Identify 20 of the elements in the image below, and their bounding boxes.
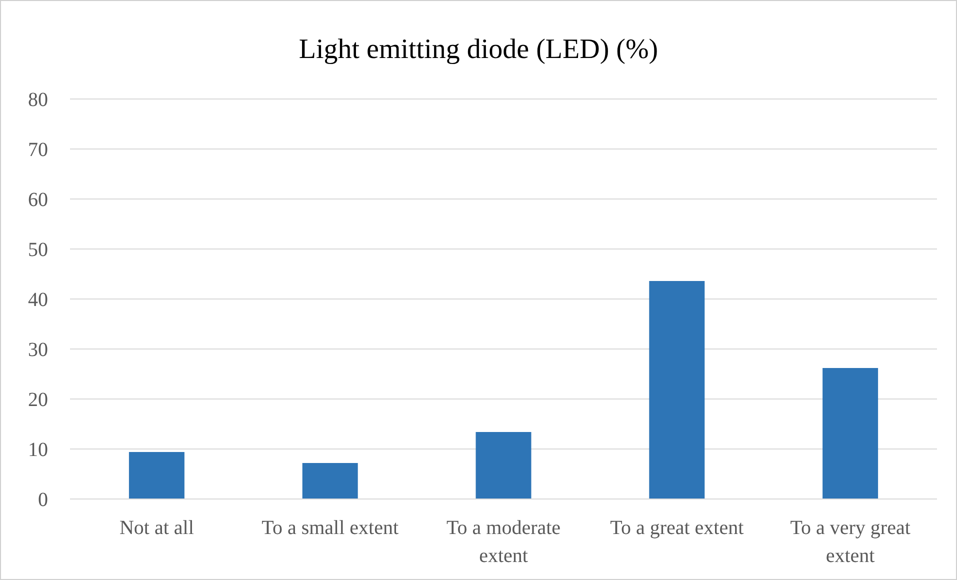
bar (302, 463, 358, 499)
y-tick-label: 0 (38, 489, 48, 511)
x-tick-label: To a great extent (610, 517, 744, 539)
x-tick-label: Not at all (119, 517, 194, 539)
bar (649, 281, 705, 499)
bar (476, 432, 532, 499)
y-tick-label: 70 (28, 139, 48, 161)
y-tick-label: 20 (28, 389, 48, 411)
y-tick-label: 80 (28, 89, 48, 111)
bar (822, 368, 878, 499)
y-tick-label: 50 (28, 239, 48, 261)
y-tick-label: 30 (28, 339, 48, 361)
bar (128, 452, 184, 499)
chart-title: Light emitting diode (LED) (%) (298, 34, 658, 65)
x-tick-label: To a small extent (262, 517, 399, 539)
y-tick-label: 40 (28, 289, 48, 311)
x-tick-label: To a very great extent (790, 517, 911, 567)
x-tick-label: To a moderate extent (446, 517, 561, 567)
y-tick-label: 10 (28, 439, 48, 461)
y-tick-label: 60 (28, 189, 48, 211)
